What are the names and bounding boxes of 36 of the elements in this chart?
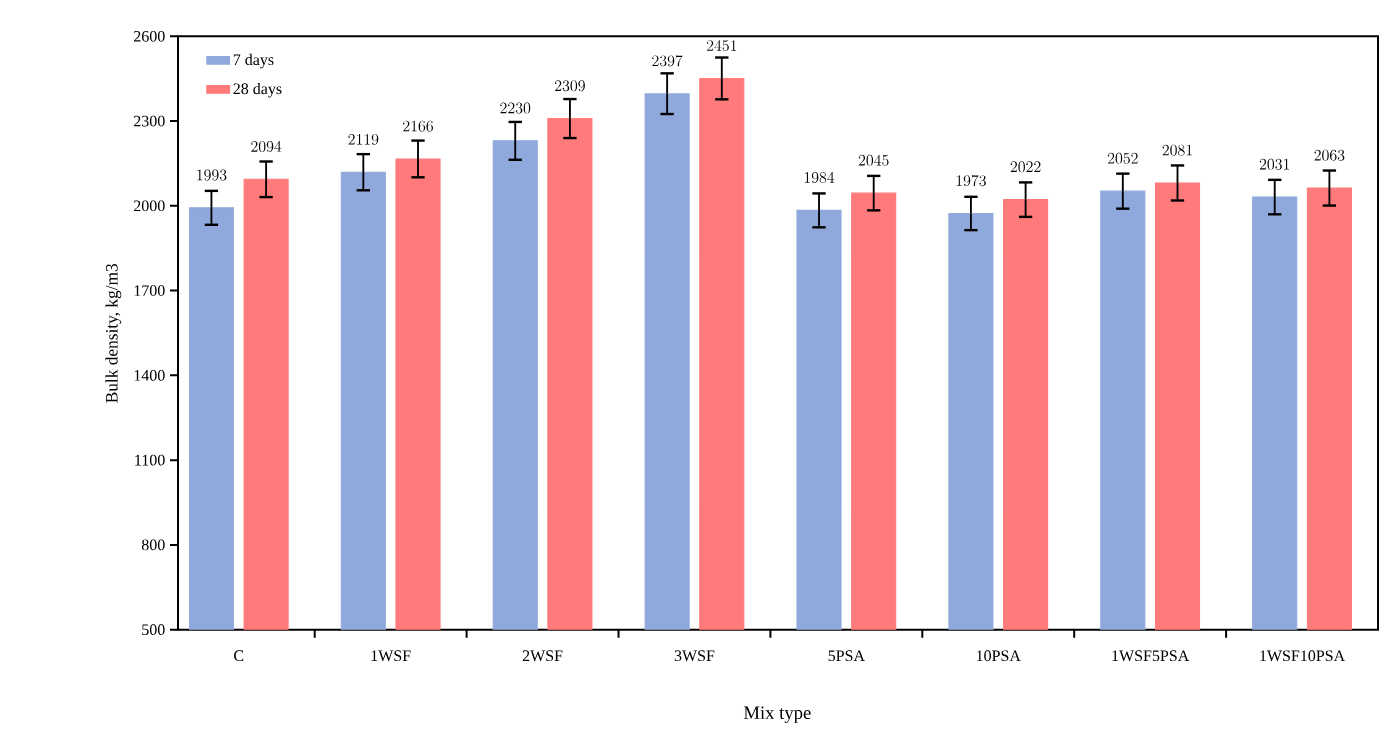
data-label: 2063 xyxy=(1314,149,1345,161)
y-tick-label: 1700 xyxy=(134,285,165,297)
y-tick-label: 500 xyxy=(142,624,165,636)
data-label: 2230 xyxy=(500,102,531,114)
y-tick-label: 1100 xyxy=(135,454,165,466)
y-tick-label: 1400 xyxy=(134,370,165,381)
data-label: 2031 xyxy=(1259,158,1290,170)
x-tick-label: 1WSF xyxy=(371,650,411,662)
y-tick-label: 800 xyxy=(141,539,165,551)
data-label: 1973 xyxy=(956,175,986,187)
data-label: 2397 xyxy=(652,55,683,67)
y-tick-label: 2300 xyxy=(134,115,165,127)
data-label: 2451 xyxy=(706,40,737,52)
data-label: 2309 xyxy=(555,80,585,92)
data-label: 2022 xyxy=(1010,161,1041,173)
x-tick-label: 3WSF xyxy=(674,650,715,662)
data-label: 2119 xyxy=(348,134,379,146)
data-label: 1993 xyxy=(197,169,227,181)
x-tick-label: C xyxy=(234,650,244,662)
y-tick-label: 2000 xyxy=(134,200,165,212)
x-axis-title: Mix type xyxy=(743,706,811,724)
data-label: 2094 xyxy=(251,141,282,153)
x-tick-label: 5PSA xyxy=(828,650,865,662)
legend-label: 7 days xyxy=(233,53,274,69)
data-label: 2081 xyxy=(1162,144,1192,156)
x-tick-label: 1WSF5PSA xyxy=(1112,650,1190,662)
data-label: 2166 xyxy=(403,120,433,132)
legend-label: 28 days xyxy=(233,83,282,98)
data-label: 2045 xyxy=(858,154,889,166)
y-tick-label: 2600 xyxy=(134,31,165,42)
x-tick-label: 2WSF xyxy=(522,650,563,662)
data-label: 2052 xyxy=(1107,153,1138,165)
x-tick-label: 1WSF10PSA xyxy=(1260,650,1346,662)
data-label: 1984 xyxy=(804,172,835,184)
y-axis-title: Bulk density, kg/m3 xyxy=(105,264,122,403)
x-tick-label: 10PSA xyxy=(976,650,1021,662)
